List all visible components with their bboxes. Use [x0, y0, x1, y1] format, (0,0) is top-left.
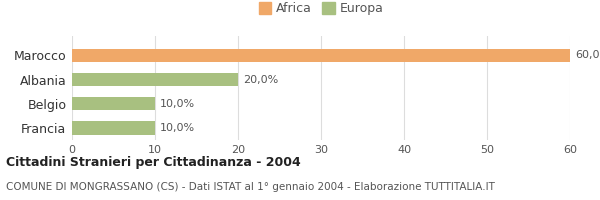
Text: 20,0%: 20,0% — [243, 75, 278, 85]
Text: Cittadini Stranieri per Cittadinanza - 2004: Cittadini Stranieri per Cittadinanza - 2… — [6, 156, 301, 169]
Text: 10,0%: 10,0% — [160, 123, 195, 133]
Text: 60,0%: 60,0% — [575, 50, 600, 60]
Bar — [72, 49, 570, 62]
Bar — [72, 97, 155, 110]
Bar — [72, 121, 155, 135]
Legend: Africa, Europa: Africa, Europa — [255, 0, 387, 19]
Text: 10,0%: 10,0% — [160, 99, 195, 109]
Text: COMUNE DI MONGRASSANO (CS) - Dati ISTAT al 1° gennaio 2004 - Elaborazione TUTTIT: COMUNE DI MONGRASSANO (CS) - Dati ISTAT … — [6, 182, 495, 192]
Bar — [72, 73, 238, 86]
